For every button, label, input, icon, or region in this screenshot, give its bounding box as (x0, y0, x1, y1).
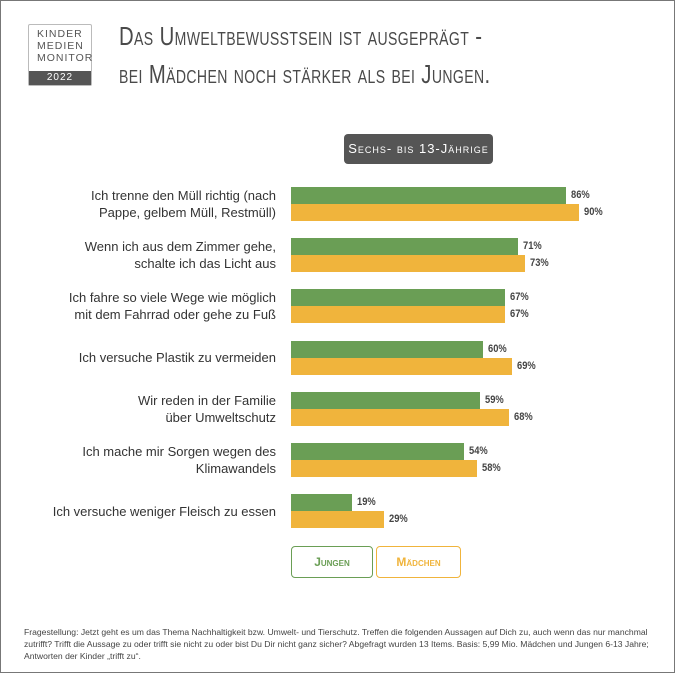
bar-maedchen (291, 408, 509, 426)
category-label-line: Ich trenne den Müll richtig (nach (91, 188, 276, 203)
value-label-jungen: 54% (468, 445, 488, 457)
bar-jungen (291, 494, 352, 512)
category-label-line: über Umweltschutz (165, 409, 276, 425)
category-label-line: Ich mache mir Sorgen wegen des (82, 444, 276, 459)
bar-jungen (291, 187, 567, 204)
category-label-line: mit dem Fahrrad oder gehe zu Fuß (74, 307, 276, 323)
value-label-maedchen: 69% (516, 359, 536, 372)
bar-maedchen (291, 255, 525, 273)
bar-jungen (291, 391, 480, 409)
footnote: Fragestellung: Jetzt geht es um das Them… (24, 627, 649, 661)
value-label-jungen: 19% (356, 496, 376, 509)
category-label-line: Ich versuche Plastik zu vermeiden (78, 350, 276, 366)
value-label-maedchen: 58% (481, 462, 501, 474)
bar-maedchen (291, 460, 477, 477)
bar-maedchen (291, 306, 506, 324)
category-label: Wenn ich aus dem Zimmer gehe, schalte ich… (16, 238, 276, 272)
category-label-line: Wir reden in der Familie (138, 392, 276, 408)
category-label: Ich mache mir Sorgen wegen des Klimawande… (16, 443, 276, 477)
value-label-maedchen: 68% (513, 410, 533, 423)
age-group-badge: Sechs- bis 13-Jährige (344, 134, 493, 164)
value-label-jungen: 60% (488, 342, 507, 355)
legend-maedchen: Mädchen (376, 546, 461, 578)
value-label-maedchen: 29% (388, 513, 408, 526)
value-label-maedchen: 90% (584, 206, 603, 218)
bar-jungen (291, 289, 506, 307)
value-label-jungen: 67% (510, 291, 530, 304)
category-label: Ich versuche weniger Fleisch zu essen (16, 503, 276, 520)
title-line1: Das Umweltbewusstsein ist ausgeprägt - (119, 21, 483, 51)
bar-maedchen (291, 357, 512, 375)
category-label-line: Pappe, gelbem Müll, Restmüll) (98, 205, 276, 220)
value-label-jungen: 59% (484, 393, 504, 406)
category-label: Wir reden in der Familie über Umweltschut… (16, 392, 276, 426)
category-label-line: Klimawandels (195, 461, 276, 476)
bar-jungen (291, 238, 519, 256)
value-label-maedchen: 67% (510, 308, 530, 321)
category-label-line: schalte ich das Licht aus (134, 256, 276, 272)
logo-year: 2022 (29, 71, 91, 85)
value-label-maedchen: 73% (529, 257, 549, 270)
bar-jungen (291, 443, 464, 460)
value-label-jungen: 86% (571, 189, 590, 201)
bar-maedchen (291, 204, 579, 221)
logo-line3: MONITOR (37, 52, 94, 64)
value-label-jungen: 71% (523, 240, 542, 253)
category-label-line: Ich fahre so viele Wege wie möglich (68, 290, 276, 306)
title-line2: bei Mädchen noch stärker als bei Jungen. (119, 59, 491, 89)
category-label: Ich fahre so viele Wege wie möglich mit d… (16, 289, 276, 323)
legend-jungen: Jungen (291, 546, 373, 578)
kindermedienmonitor-logo: KINDER MEDIEN MONITOR 2022 (28, 24, 92, 86)
bar-maedchen (291, 511, 384, 529)
category-label: Ich trenne den Müll richtig (nach Pappe, … (16, 187, 276, 221)
bar-jungen (291, 340, 483, 358)
logo-line2: MEDIEN (37, 40, 84, 52)
logo-line1: KINDER (37, 28, 83, 40)
category-label-line: Wenn ich aus dem Zimmer gehe, (84, 239, 276, 255)
category-label-line: Ich versuche weniger Fleisch zu essen (52, 503, 276, 519)
category-label: Ich versuche Plastik zu vermeiden (16, 349, 276, 366)
